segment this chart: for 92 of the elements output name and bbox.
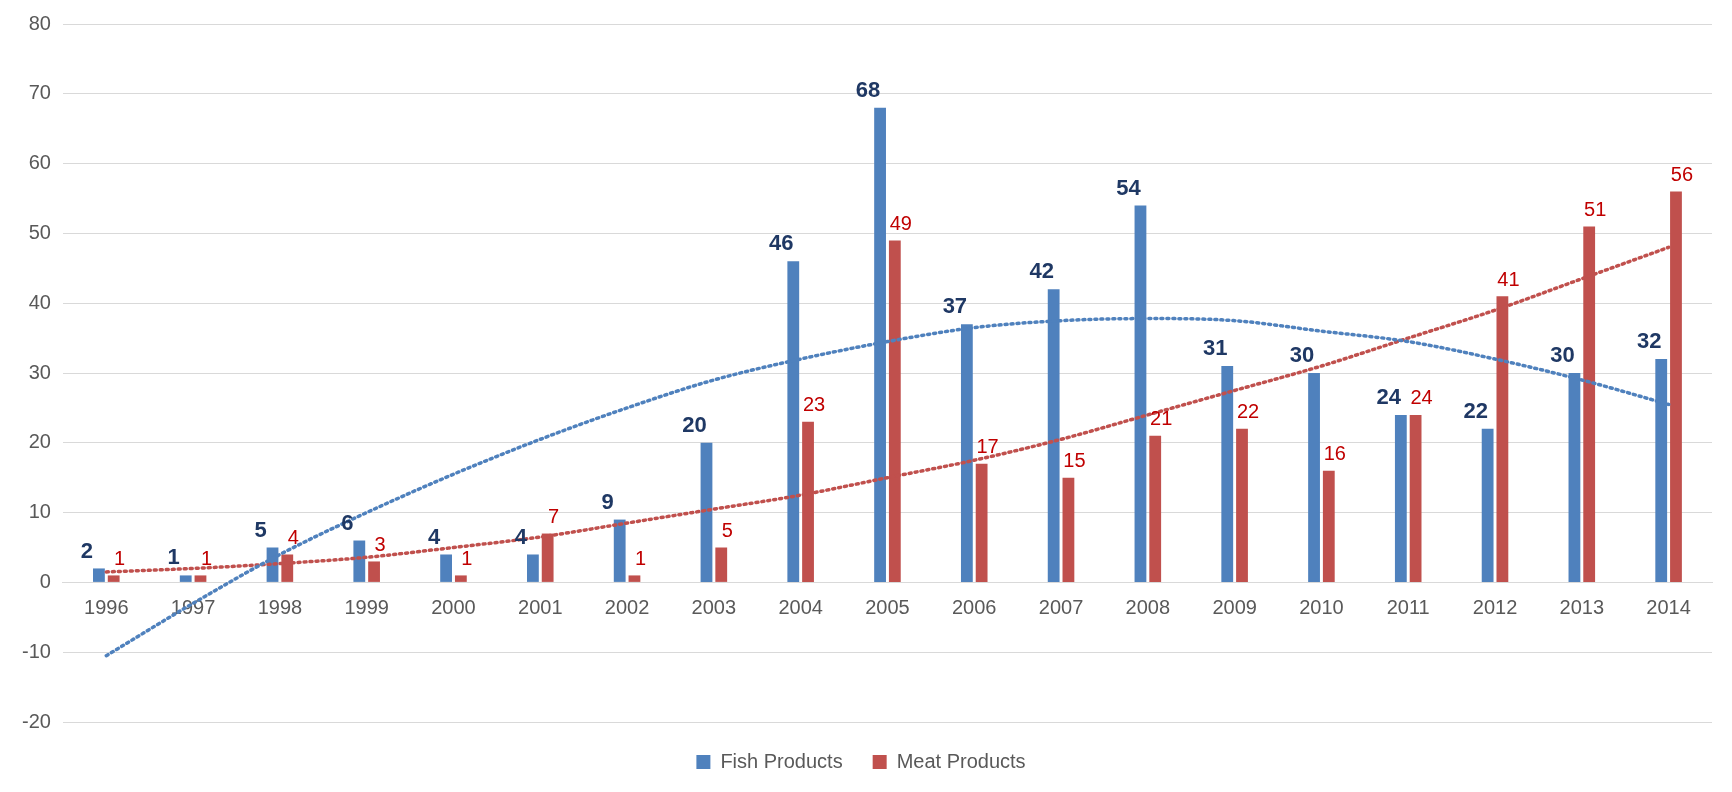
data-label: 37: [942, 293, 968, 319]
x-tick-label: 2003: [691, 595, 737, 618]
bar: [454, 575, 467, 582]
bar: [975, 463, 988, 582]
data-label: 41: [1497, 267, 1520, 290]
y-tick-label: 30: [28, 360, 51, 383]
bar: [353, 540, 366, 582]
x-tick-label: 2011: [1386, 595, 1430, 618]
data-label: 51: [1584, 197, 1607, 220]
data-label: 7: [548, 505, 560, 528]
bar: [368, 561, 380, 582]
x-tick-label: 1999: [344, 595, 389, 618]
x-tick-label: 2004: [778, 595, 823, 618]
x-tick-label: 2013: [1559, 595, 1605, 618]
y-tick-label: 60: [28, 151, 51, 174]
data-label: 9: [601, 488, 614, 514]
x-tick-label: 2012: [1472, 595, 1518, 618]
y-tick-label: 80: [28, 11, 51, 34]
data-label: 24: [1376, 383, 1402, 409]
y-tick-label: 50: [28, 220, 51, 243]
data-label: 17: [976, 435, 999, 458]
data-label: 1: [461, 546, 473, 569]
x-tick-label: 2006: [952, 595, 997, 618]
x-tick-label: 2014: [1646, 595, 1691, 618]
x-tick-label: 2005: [865, 595, 910, 618]
data-label: 5: [254, 516, 267, 542]
data-label: 21: [1150, 407, 1173, 430]
bar: [1655, 359, 1668, 582]
data-label: 30: [1550, 342, 1575, 368]
y-tick-label: -20: [22, 709, 51, 732]
data-label: 1: [200, 546, 213, 569]
bar: [1322, 470, 1335, 582]
bar: [194, 575, 207, 582]
bar: [179, 575, 192, 582]
bar: [527, 554, 539, 582]
bar: [1236, 428, 1248, 582]
bar: [1149, 435, 1162, 582]
bar: [700, 442, 713, 582]
data-label: 1: [114, 546, 126, 569]
y-tick-label: -10: [22, 639, 51, 662]
data-label: 56: [1670, 163, 1694, 186]
data-label: 49: [889, 211, 912, 234]
y-tick-label: 70: [28, 81, 51, 104]
bar: [1409, 414, 1422, 582]
data-label: 5: [721, 519, 733, 542]
data-label: 46: [769, 230, 794, 256]
bar: [960, 324, 973, 582]
bar: [1394, 414, 1407, 582]
data-label: 24: [1410, 386, 1433, 409]
x-tick-label: 2001: [518, 595, 563, 618]
bar: [1568, 373, 1581, 582]
bar: [613, 519, 626, 582]
bar: [1221, 366, 1234, 582]
y-tick-label: 40: [28, 290, 51, 313]
bar: [440, 554, 453, 582]
data-label: 42: [1029, 258, 1054, 284]
data-label: 15: [1063, 449, 1086, 472]
data-label: 54: [1116, 174, 1142, 200]
x-tick-label: 1996: [84, 595, 129, 618]
legend-label: Meat Products: [896, 749, 1026, 772]
bar: [1481, 428, 1494, 582]
x-tick-label: 2000: [431, 595, 476, 618]
data-label: 1: [634, 546, 647, 569]
data-label: 32: [1636, 328, 1662, 354]
data-label: 31: [1203, 335, 1228, 361]
x-tick-label: 1998: [257, 595, 303, 618]
data-label: 2: [80, 537, 94, 563]
data-label: 22: [1236, 400, 1260, 423]
bar: [1062, 477, 1075, 582]
x-tick-label: 2010: [1299, 595, 1344, 618]
x-tick-label: 2008: [1125, 595, 1171, 618]
legend-label: Fish Products: [720, 749, 843, 772]
bar: [93, 568, 105, 582]
y-tick-label: 20: [28, 430, 51, 453]
data-label: 22: [1463, 397, 1488, 423]
data-label: 16: [1323, 442, 1346, 465]
bar: [628, 575, 641, 582]
x-tick-label: 2002: [604, 595, 650, 618]
y-tick-label: 10: [28, 500, 51, 523]
data-label: 20: [682, 411, 707, 437]
data-label: 23: [802, 393, 826, 416]
data-label: 3: [374, 532, 386, 555]
bar: [715, 547, 728, 582]
x-tick-label: 2009: [1212, 595, 1257, 618]
data-label: 4: [427, 523, 441, 549]
data-label: 4: [287, 526, 299, 548]
data-label: 30: [1289, 342, 1315, 368]
y-tick-label: 0: [39, 569, 51, 592]
x-tick-label: 2007: [1038, 595, 1084, 618]
data-label: 68: [855, 76, 881, 102]
data-label: 1: [167, 544, 180, 570]
bar: [1308, 373, 1320, 582]
